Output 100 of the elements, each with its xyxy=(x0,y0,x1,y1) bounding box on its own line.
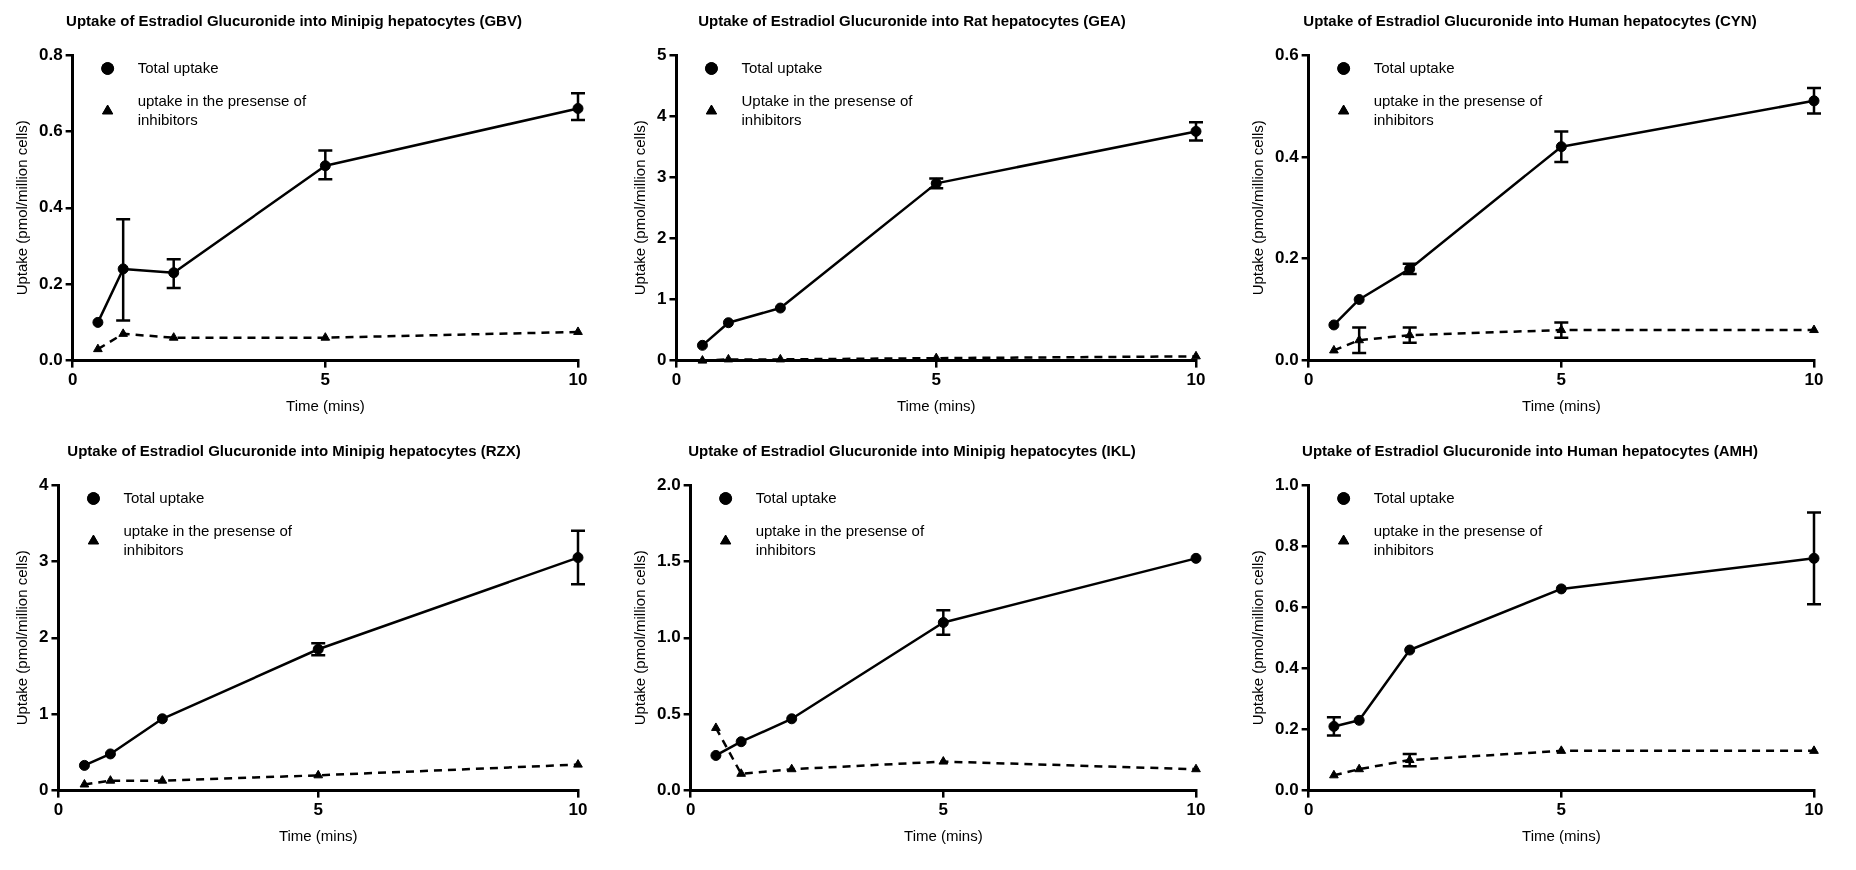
legend-label: uptake in the presense of inhibitors xyxy=(1373,521,1543,558)
point xyxy=(711,722,721,731)
x-axis-title: Time (mins) xyxy=(896,397,976,415)
x-tick-label: 10 xyxy=(1804,370,1824,390)
y-axis-title: Uptake (pmol/million cells) xyxy=(631,120,649,296)
y-tick-label: 5 xyxy=(656,44,667,64)
chart-title: Uptake of Estradiol Glucuronide into Minipig hepatocytes (IKL) xyxy=(688,442,1136,460)
legend-label: uptake in the presense of inhibitors xyxy=(1373,91,1543,128)
y-axis-title: Uptake (pmol/million cells) xyxy=(13,120,31,296)
point xyxy=(723,353,734,363)
point xyxy=(117,263,129,275)
chart-title: Uptake of Estradiol Glucuronide into Rat hepatocytes (GEA) xyxy=(698,12,1126,30)
point xyxy=(937,617,949,629)
x-axis-title: Time (mins) xyxy=(286,397,365,415)
point xyxy=(157,775,168,784)
x-tick-label: 5 xyxy=(320,370,331,390)
point xyxy=(1353,714,1365,726)
point xyxy=(1556,324,1567,334)
x-tick-label: 5 xyxy=(938,800,949,820)
legend-label: Uptake in the presense of inhibitors xyxy=(741,91,914,128)
y-tick-label: 0.0 xyxy=(1274,350,1299,370)
x-axis-title: Time (mins) xyxy=(1522,827,1601,845)
point xyxy=(572,102,584,114)
point xyxy=(1353,293,1365,305)
x-tick-label: 0 xyxy=(67,370,78,390)
x-tick-label: 5 xyxy=(1556,800,1567,820)
y-tick-label: 0.6 xyxy=(1274,596,1299,616)
point xyxy=(735,736,747,748)
y-tick-label: 1.5 xyxy=(656,551,681,571)
point xyxy=(786,713,798,725)
point xyxy=(168,332,179,341)
y-tick-label: 1 xyxy=(38,703,49,723)
y-axis-title: Uptake (pmol/million cells) xyxy=(13,550,31,726)
point xyxy=(1808,95,1820,107)
x-tick-label: 0 xyxy=(1303,370,1314,390)
y-tick-label: 1.0 xyxy=(656,627,681,647)
point xyxy=(775,353,786,363)
point xyxy=(1328,319,1340,331)
legend-label: Total uptake xyxy=(755,488,837,506)
x-tick-label: 10 xyxy=(1186,370,1206,390)
legend-label: Total uptake xyxy=(123,488,205,506)
point xyxy=(93,343,103,353)
point xyxy=(1191,763,1201,773)
chart-title: Uptake of Estradiol Glucuronide into Minipig hepatocytes (RZX) xyxy=(67,442,521,460)
y-tick-label: 4 xyxy=(656,105,667,125)
x-tick-label: 10 xyxy=(1804,800,1824,820)
x-tick-label: 5 xyxy=(313,800,323,820)
y-tick-label: 4 xyxy=(38,474,49,494)
x-tick-label: 5 xyxy=(1556,370,1567,390)
point xyxy=(78,759,90,771)
point xyxy=(1556,745,1567,754)
point xyxy=(786,763,797,773)
y-tick-label: 0.8 xyxy=(38,44,63,64)
point xyxy=(1329,769,1339,779)
point xyxy=(1354,763,1364,773)
y-tick-label: 0.6 xyxy=(1274,44,1299,64)
y-tick-label: 0 xyxy=(38,780,49,800)
point xyxy=(319,160,331,172)
point xyxy=(710,749,722,761)
x-axis-title: Time (mins) xyxy=(1522,397,1601,415)
point xyxy=(1404,644,1416,656)
y-tick-label: 0.2 xyxy=(38,273,63,293)
legend-label: uptake in the presense of inhibitors xyxy=(123,521,293,558)
y-tick-label: 3 xyxy=(38,551,49,571)
y-axis-title: Uptake (pmol/million cells) xyxy=(1249,120,1267,296)
y-tick-label: 2.0 xyxy=(656,474,681,494)
y-tick-label: 1 xyxy=(656,289,667,309)
point xyxy=(79,778,90,788)
point xyxy=(722,317,734,329)
y-tick-label: 0.2 xyxy=(1274,719,1299,739)
point xyxy=(313,769,324,779)
point xyxy=(1809,324,1819,334)
point xyxy=(572,552,584,564)
y-tick-label: 0.4 xyxy=(1274,658,1300,678)
point xyxy=(1191,350,1201,360)
legend-label: Total uptake xyxy=(1373,58,1455,76)
y-tick-label: 0.0 xyxy=(1274,780,1299,800)
y-tick-label: 2 xyxy=(38,627,49,647)
point xyxy=(736,768,746,777)
y-tick-label: 0.4 xyxy=(1274,146,1300,166)
y-tick-label: 0.0 xyxy=(656,780,681,800)
y-tick-label: 0.2 xyxy=(1274,248,1299,268)
chart-title: Uptake of Estradiol Glucuronide into Human hepatocytes (CYN) xyxy=(1303,12,1757,30)
y-tick-label: 0.5 xyxy=(656,703,681,723)
point xyxy=(696,339,708,351)
point xyxy=(320,332,331,341)
y-tick-label: 2 xyxy=(656,228,667,248)
y-axis-title: Uptake (pmol/million cells) xyxy=(631,550,649,726)
point xyxy=(156,713,168,725)
point xyxy=(573,326,583,335)
y-tick-label: 0.0 xyxy=(38,350,63,370)
x-tick-label: 10 xyxy=(1186,800,1206,820)
y-tick-label: 0.6 xyxy=(38,121,63,141)
y-tick-label: 0.8 xyxy=(1274,535,1299,555)
point xyxy=(1808,552,1820,564)
point xyxy=(105,775,116,784)
point xyxy=(1190,552,1202,564)
legend-label: uptake in the presense of inhibitors xyxy=(755,521,925,558)
y-tick-label: 0.4 xyxy=(38,197,64,217)
point xyxy=(1329,344,1339,354)
